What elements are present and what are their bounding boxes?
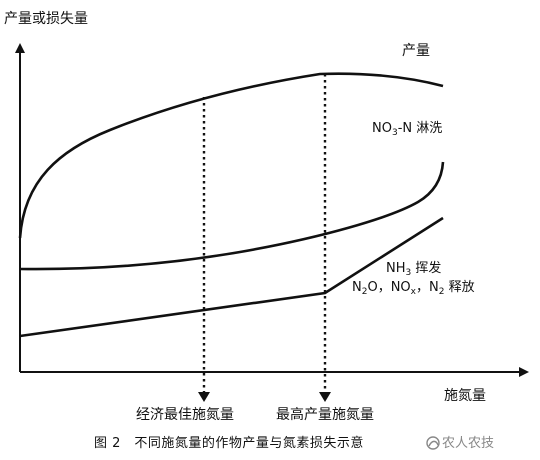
economic-optimum-label: 经济最佳施氮量 (136, 407, 234, 423)
watermark-text: 农人农技 (442, 436, 495, 451)
no3-leaching-label: NO3-N 淋洗 (372, 121, 443, 138)
no3-leaching-curve (19, 161, 445, 271)
watermark-icon (426, 436, 440, 450)
x-axis-label: 施氮量 (444, 388, 486, 404)
nh3-volatilization-label: NH3 挥发 (386, 261, 442, 278)
max-yield-arrowhead (319, 392, 331, 402)
max-yield-label: 最高产量施氮量 (276, 407, 374, 423)
y-axis-label: 产量或损失量 (4, 11, 88, 27)
figure-caption: 图 2 不同施氮量的作物产量与氮素损失示意 (94, 436, 364, 451)
nh3-n2o-loss-line (19, 216, 444, 338)
yield-curve (18, 72, 444, 239)
economic-optimum-arrowhead (198, 392, 210, 402)
yield-curve-label: 产量 (402, 43, 430, 59)
n-oxide-release-label: N2O，NOx，N2 释放 (352, 280, 475, 297)
